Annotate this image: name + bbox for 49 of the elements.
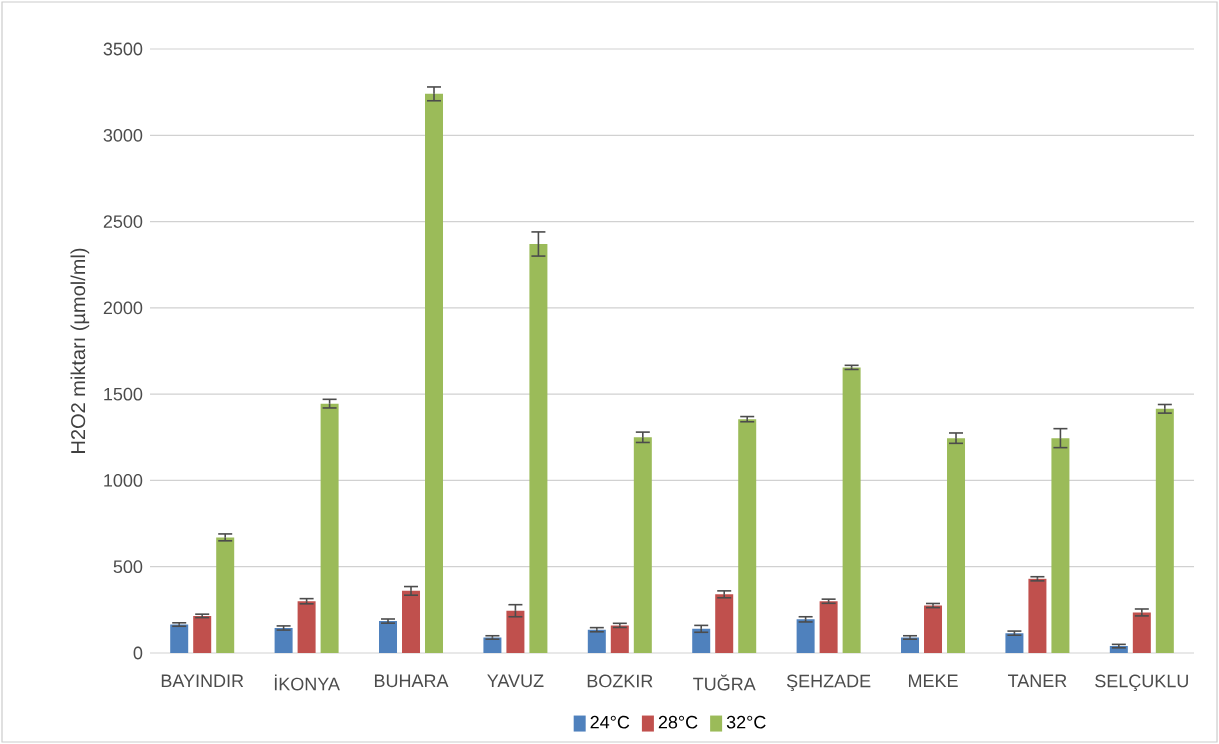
y-tick-label: 2500 — [103, 215, 143, 228]
y-tick-label: 3000 — [103, 128, 143, 142]
bar — [193, 615, 212, 653]
x-tick-label: SELÇUKLU — [1095, 674, 1188, 691]
bar — [796, 619, 815, 653]
bar — [506, 610, 525, 653]
bar — [924, 605, 943, 653]
bar — [692, 628, 711, 653]
bar — [425, 93, 444, 653]
y-axis-title: H2O2 miktarı (µmol/ml) — [70, 248, 90, 453]
x-tick-label: İKONYA — [274, 674, 340, 691]
x-tick-label: BOZKIR — [587, 674, 653, 688]
bar — [274, 627, 293, 653]
x-tick-label: TANER — [1007, 674, 1067, 687]
bar — [842, 367, 861, 653]
legend-label: 28°C — [658, 715, 698, 729]
x-tick-label: BAYINDIR — [161, 674, 244, 687]
bar — [947, 438, 966, 653]
x-tick-label: ŞEHZADE — [786, 674, 871, 691]
bar — [738, 419, 757, 653]
x-tick-label: BUHARA — [374, 674, 449, 688]
bar — [1132, 612, 1151, 653]
y-tick-label: 1000 — [104, 474, 143, 487]
bar — [170, 624, 189, 653]
bar — [320, 403, 339, 653]
bar — [610, 625, 629, 653]
y-tick-label: 0 — [133, 646, 143, 660]
bar — [1028, 578, 1047, 653]
bar — [379, 621, 398, 653]
bar — [715, 594, 734, 653]
bar — [1005, 633, 1024, 653]
bar — [216, 537, 235, 653]
x-tick-label: MEKE — [908, 674, 958, 687]
bar — [297, 601, 316, 653]
y-tick-label: 1500 — [104, 387, 143, 401]
legend-label: 24°C — [590, 715, 630, 729]
y-tick-label: 3500 — [103, 42, 143, 56]
bar — [587, 629, 606, 653]
bar — [402, 590, 421, 653]
x-tick-label: YAVUZ — [487, 674, 544, 688]
y-tick-label: 2000 — [103, 301, 143, 315]
y-tick-label: 500 — [113, 560, 143, 574]
bar — [529, 244, 548, 653]
bar — [1051, 438, 1070, 653]
bar — [819, 601, 838, 653]
x-tick-label: TUĞRA — [693, 674, 756, 691]
legend-label: 32°C — [726, 715, 766, 729]
bar — [633, 437, 652, 653]
bar — [1155, 408, 1174, 653]
